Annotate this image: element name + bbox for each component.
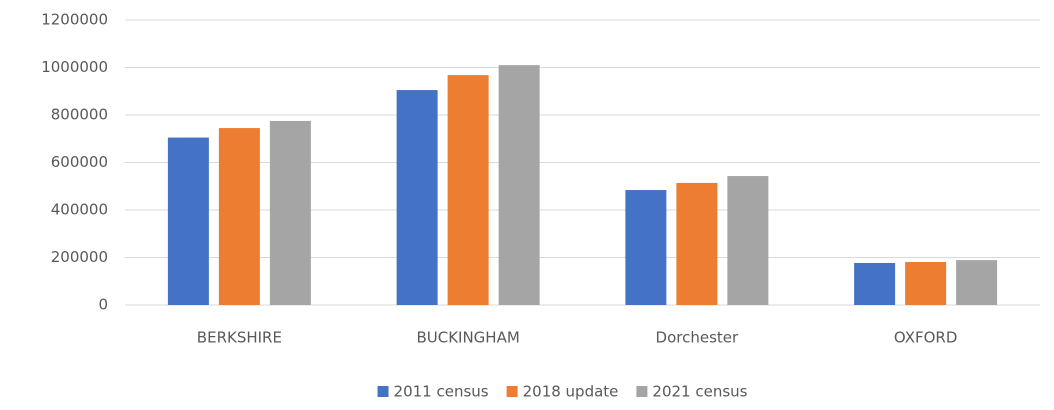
bar	[447, 75, 489, 305]
y-tick-label: 0	[98, 296, 108, 314]
x-tick-label: Dorchester	[656, 329, 739, 347]
legend-swatch	[506, 386, 518, 397]
x-tick-label: OXFORD	[894, 329, 958, 347]
bar	[625, 190, 667, 305]
x-tick-label: BUCKINGHAM	[416, 329, 519, 347]
y-tick-label: 400000	[51, 201, 108, 219]
legend-label: 2011 census	[394, 383, 489, 401]
legend-label: 2021 census	[652, 383, 747, 401]
bar	[396, 90, 438, 305]
bar	[676, 182, 718, 305]
x-tick-label: BERKSHIRE	[197, 329, 282, 347]
legend-swatch	[377, 386, 389, 397]
bar	[727, 176, 769, 305]
bar	[854, 262, 896, 305]
legend-swatch	[636, 386, 648, 397]
legend: 2011 census 2018 update 2021 census	[377, 383, 748, 401]
y-tick-label: 800000	[51, 106, 108, 124]
y-tick-label: 1000000	[41, 58, 108, 76]
legend-label: 2018 update	[523, 383, 619, 401]
y-tick-label: 600000	[51, 153, 108, 171]
y-tick-label: 200000	[51, 248, 108, 266]
bar	[498, 65, 540, 305]
bar	[956, 260, 998, 305]
bar	[218, 128, 260, 305]
bar	[167, 137, 209, 305]
bar	[269, 120, 311, 305]
bar	[905, 262, 947, 305]
y-tick-label: 1200000	[41, 11, 108, 29]
